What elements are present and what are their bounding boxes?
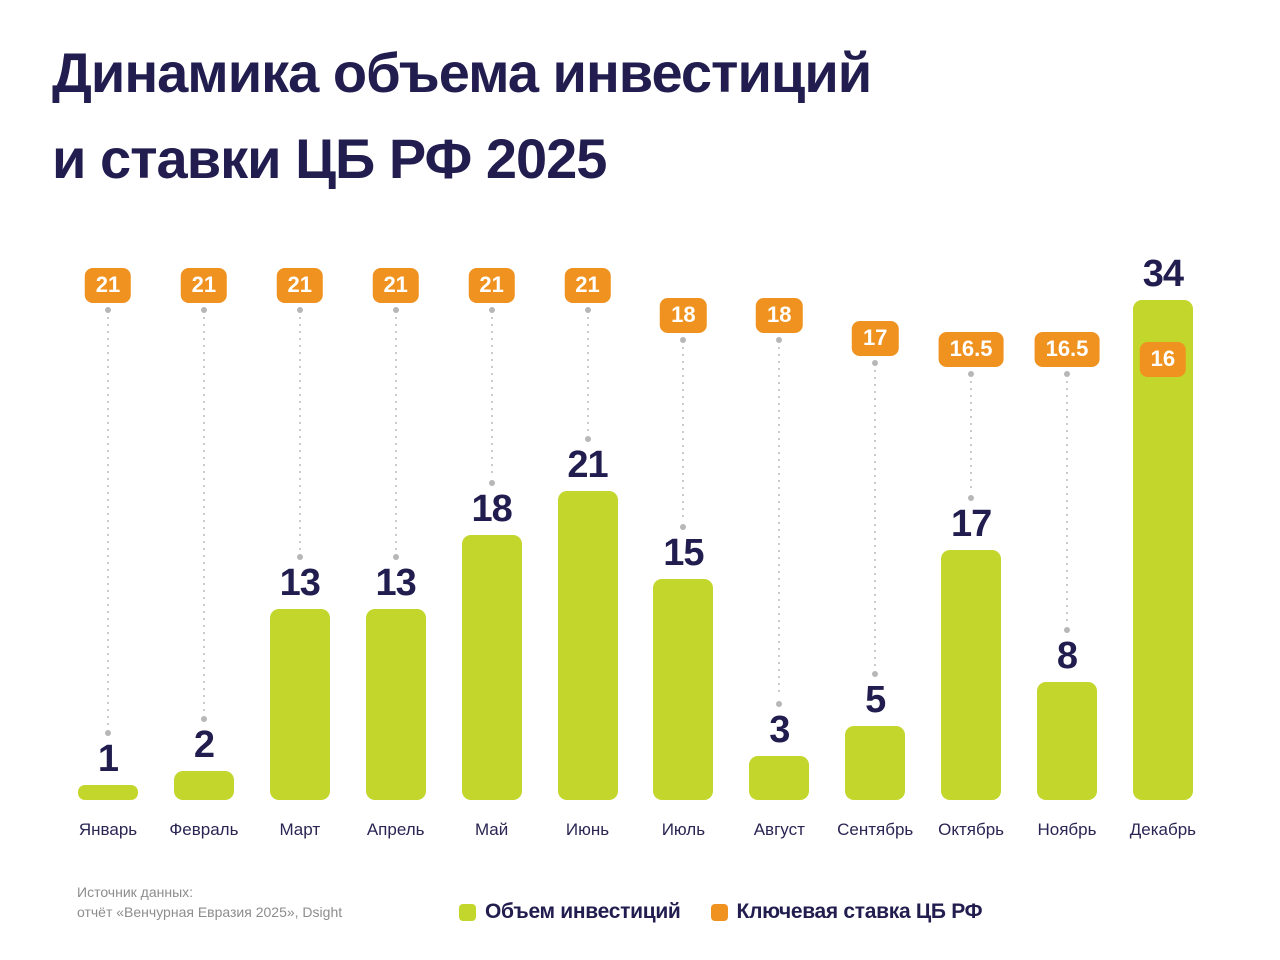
bar-value-07: 15 [663, 532, 704, 574]
bar-05-Май [461, 535, 522, 800]
dotted-connector-line [682, 347, 685, 520]
bar-value-04: 13 [375, 562, 417, 604]
connector-top-dot [1064, 371, 1070, 377]
connector-top-dot [488, 307, 495, 313]
dotted-connector-line [586, 317, 589, 432]
month-label-03: Март [279, 820, 321, 839]
connector-bottom-dot [776, 701, 783, 707]
chart-title-line2: и ставки ЦБ РФ 2025 [52, 127, 607, 190]
connector-top-dot [584, 307, 591, 313]
bar-value-06: 21 [567, 444, 608, 486]
dotted-connector-line [202, 317, 205, 712]
bar-04-Апрель [365, 609, 426, 800]
month-label-08: Август [753, 820, 805, 839]
month-label-02: Февраль [169, 820, 239, 839]
legend-item-investments: Объем инвестиций [459, 900, 681, 924]
connector-top-dot [296, 307, 303, 313]
connector-top-dot [392, 307, 399, 313]
data-source-note: Источник данных: отчёт «Венчурная Евразия… [77, 882, 342, 922]
month-label-11: Ноябрь [1037, 820, 1097, 839]
bar-03-Март [269, 609, 330, 800]
data-source-line1: Источник данных: [77, 884, 194, 900]
connector-bottom-dot [296, 554, 303, 560]
month-label-10: Октябрь [938, 820, 1005, 839]
bar-01-Январь [78, 785, 138, 800]
connector-top-dot [105, 307, 111, 313]
connector-top-dot [680, 337, 687, 343]
green-swatch-icon [459, 903, 476, 921]
chart-title: Динамика объема инвестиций и ставки ЦБ РФ… [52, 30, 872, 202]
connector-bottom-dot [872, 671, 879, 677]
connector-bottom-dot [105, 730, 111, 736]
connector-bottom-dot [680, 524, 687, 530]
dotted-connector-line [490, 317, 493, 476]
chart-title-line1: Динамика объема инвестиций [52, 41, 872, 104]
rate-badge-06: 21 [564, 268, 611, 303]
connector-top-dot [968, 371, 975, 377]
dotted-connector-line [778, 347, 781, 697]
bar-09-Сентябрь [845, 726, 906, 800]
bar-08-Август [749, 756, 810, 800]
orange-swatch-icon [710, 903, 728, 921]
connector-bottom-dot [200, 716, 207, 722]
month-label-09: Сентябрь [837, 820, 914, 839]
month-label-12: Декабрь [1129, 820, 1197, 839]
rate-badge-03: 21 [276, 268, 324, 303]
bar-value-02: 2 [193, 724, 215, 766]
rate-badge-07: 18 [660, 298, 707, 333]
bar-12-Декабрь [1132, 300, 1193, 800]
rate-badge-08: 18 [756, 298, 803, 333]
bar-value-09: 5 [865, 679, 886, 721]
connector-bottom-dot [584, 436, 591, 442]
bar-value-10: 17 [950, 503, 992, 545]
bar-value-11: 8 [1056, 635, 1078, 677]
connector-top-dot [776, 337, 783, 343]
bar-value-03: 13 [279, 562, 321, 604]
connector-bottom-dot [488, 480, 495, 486]
chart-legend: Объем инвестиций Ключевая ставка ЦБ РФ [459, 900, 983, 924]
connector-bottom-dot [1064, 627, 1070, 633]
bar-10-Октябрь [941, 550, 1002, 800]
rate-badge-10: 16.5 [938, 332, 1004, 367]
bar-value-01: 1 [97, 738, 119, 780]
connector-bottom-dot [392, 554, 399, 560]
bar-11-Ноябрь [1037, 682, 1097, 800]
month-label-06: Июнь [565, 820, 610, 839]
month-label-04: Апрель [366, 820, 425, 839]
month-label-05: Май [474, 820, 509, 839]
connector-top-dot [200, 307, 207, 313]
rate-badge-02: 21 [180, 268, 228, 303]
bar-07-Июль [653, 579, 714, 800]
rate-badge-12: 16 [1139, 342, 1187, 377]
dotted-connector-line [394, 317, 397, 550]
legend-item-key-rate: Ключевая ставка ЦБ РФ [710, 900, 983, 924]
dotted-connector-line [874, 370, 877, 667]
dotted-connector-line [1066, 381, 1068, 623]
legend-label-investments: Объем инвестиций [485, 900, 681, 923]
rate-badge-09: 17 [851, 321, 899, 356]
rate-badge-05: 21 [468, 268, 515, 303]
month-label-01: Январь [78, 820, 138, 839]
bar-value-08: 3 [769, 709, 790, 751]
dotted-connector-line [107, 317, 109, 726]
bar-02-Февраль [173, 771, 234, 800]
dotted-connector-line [970, 381, 973, 491]
month-label-07: Июль [661, 820, 706, 839]
rate-badge-04: 21 [372, 268, 419, 303]
bar-06-Июнь [557, 491, 618, 800]
connector-bottom-dot [968, 495, 975, 501]
dotted-connector-line [298, 317, 301, 550]
bar-value-12: 34 [1142, 253, 1184, 295]
rate-badge-11: 16.5 [1034, 332, 1100, 367]
rate-badge-01: 21 [84, 268, 132, 303]
connector-top-dot [872, 360, 879, 366]
data-source-line2: отчёт «Венчурная Евразия 2025», Dsight [77, 904, 343, 920]
bar-value-05: 18 [471, 488, 512, 530]
legend-label-key-rate: Ключевая ставка ЦБ РФ [736, 900, 983, 923]
